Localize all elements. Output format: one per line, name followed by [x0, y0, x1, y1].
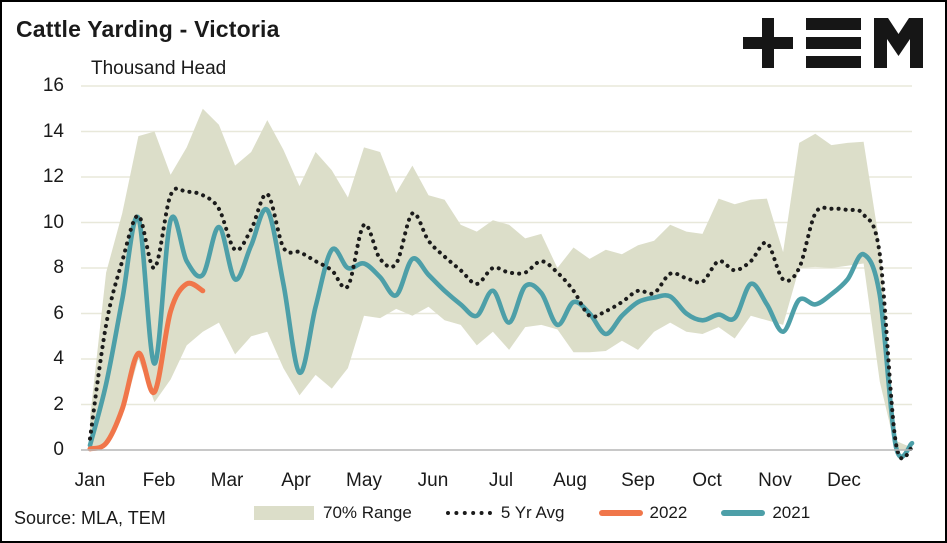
x-month-label: Sep: [621, 470, 655, 491]
x-month-label: Jul: [488, 470, 514, 491]
y-tick-label: 6: [53, 303, 64, 324]
y-tick-label: 2: [53, 394, 64, 415]
line-5yr-avg: [88, 186, 914, 461]
legend-item-2022: 2022: [598, 503, 688, 523]
m-glyph-icon: [874, 18, 923, 68]
line-2021: [87, 206, 915, 459]
line-2022-swatch-icon: [598, 510, 643, 516]
x-month-label: Apr: [281, 470, 311, 491]
x-month-label: Nov: [758, 470, 792, 491]
y-axis-unit-label: Thousand Head: [91, 58, 227, 79]
y-tick-label: 4: [53, 348, 64, 369]
legend-item-2021: 2021: [721, 503, 810, 523]
legend-item-range: 70% Range: [254, 503, 412, 523]
range-swatch-icon: [254, 506, 314, 520]
x-month-label: Jun: [417, 470, 449, 491]
line-2022: [87, 280, 206, 452]
legend-label-2021: 2021: [772, 503, 811, 522]
x-month-label: Dec: [827, 470, 861, 491]
y-tick-label: 12: [42, 166, 64, 187]
tem-logo-icon: [743, 18, 923, 68]
legend: 70% Range 5 Yr Avg 2022 2021: [254, 503, 810, 523]
x-month-label: Mar: [210, 470, 244, 491]
y-tick-label: 0: [53, 439, 64, 460]
x-month-label: May: [346, 470, 382, 491]
y-tick-label: 14: [42, 121, 64, 142]
y-tick-label: 8: [53, 257, 64, 278]
legend-item-5yr-avg: 5 Yr Avg: [445, 503, 565, 523]
line-2021-swatch-icon: [721, 510, 766, 516]
x-month-label: Feb: [142, 470, 176, 491]
x-month-label: Jan: [74, 470, 106, 491]
y-tick-label: 16: [42, 75, 64, 96]
legend-label-range: 70% Range: [323, 503, 412, 522]
x-month-label: Oct: [692, 470, 722, 491]
page-title: Cattle Yarding - Victoria: [16, 16, 280, 42]
legend-label-5yr-avg: 5 Yr Avg: [500, 503, 565, 522]
plot-area: [81, 85, 915, 461]
triple-bar-icon: [806, 18, 861, 68]
y-tick-label: 10: [42, 212, 64, 233]
plus-icon: [743, 18, 793, 68]
x-month-label: Aug: [553, 470, 587, 491]
dotted-line-swatch-icon: [445, 511, 492, 515]
legend-label-2022: 2022: [649, 503, 688, 522]
source-text: Source: MLA, TEM: [14, 508, 166, 528]
